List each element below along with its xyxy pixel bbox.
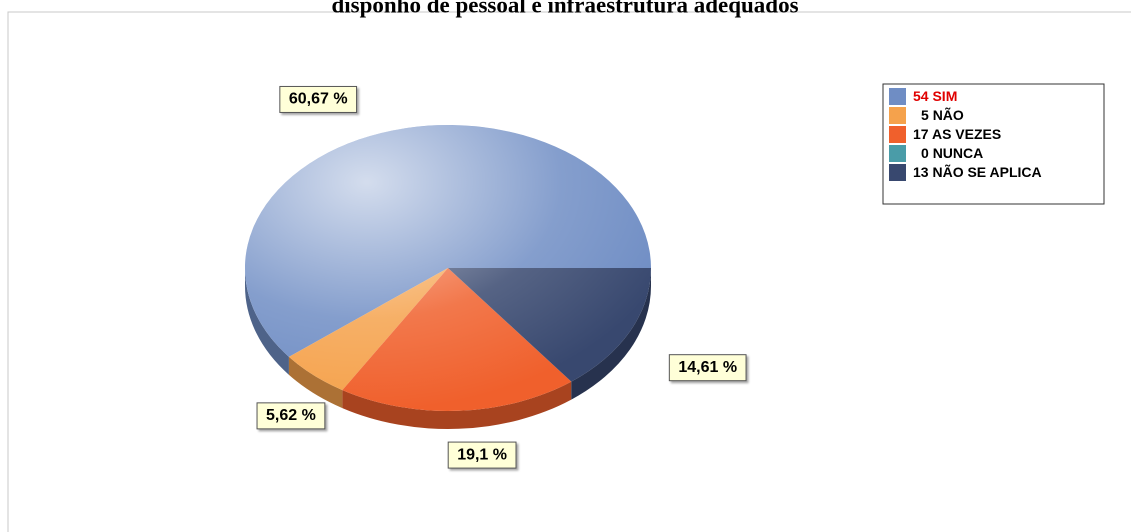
legend-name: SIM [932, 88, 957, 104]
legend-count: 54 [913, 88, 929, 104]
value-label: 5,62 % [256, 402, 326, 430]
legend-count: 0 [921, 145, 929, 161]
legend-label: 54 SIM [913, 88, 957, 104]
legend-count: 13 [913, 164, 929, 180]
legend-swatch [889, 126, 906, 143]
legend-label: 0 NUNCA [921, 145, 983, 161]
legend-swatch [889, 107, 906, 124]
legend-label: 5 NÃO [921, 106, 964, 123]
legend-name: NÃO SE APLICA [932, 163, 1041, 180]
value-label: 19,1 % [447, 441, 517, 469]
legend-count: 17 [913, 126, 929, 142]
legend-name: NUNCA [933, 145, 984, 161]
legend-name: AS VEZES [932, 126, 1001, 142]
value-label-text: 14,61 % [678, 359, 737, 376]
value-label: 60,67 % [279, 85, 358, 113]
value-label-box [447, 441, 517, 469]
value-label-box [668, 354, 747, 382]
value-label-box [256, 402, 326, 430]
legend-label: 17 AS VEZES [913, 126, 1001, 142]
legend-count: 5 [921, 107, 929, 123]
chart-title: disponho de pessoal e infraestrutura ade… [331, 0, 798, 17]
legend-swatch [889, 145, 906, 162]
value-label-text: 5,62 % [266, 407, 316, 424]
legend-name: NÃO [933, 106, 964, 123]
legend-swatch [889, 164, 906, 181]
legend-label: 13 NÃO SE APLICA [913, 163, 1042, 180]
value-label-box [279, 85, 358, 113]
legend-box [882, 83, 1105, 205]
value-label-text: 19,1 % [457, 446, 507, 463]
value-label-text: 60,67 % [289, 91, 348, 108]
legend-swatch [889, 88, 906, 105]
slice-side [342, 381, 572, 429]
frame [7, 11, 1131, 532]
value-label: 14,61 % [668, 354, 747, 382]
